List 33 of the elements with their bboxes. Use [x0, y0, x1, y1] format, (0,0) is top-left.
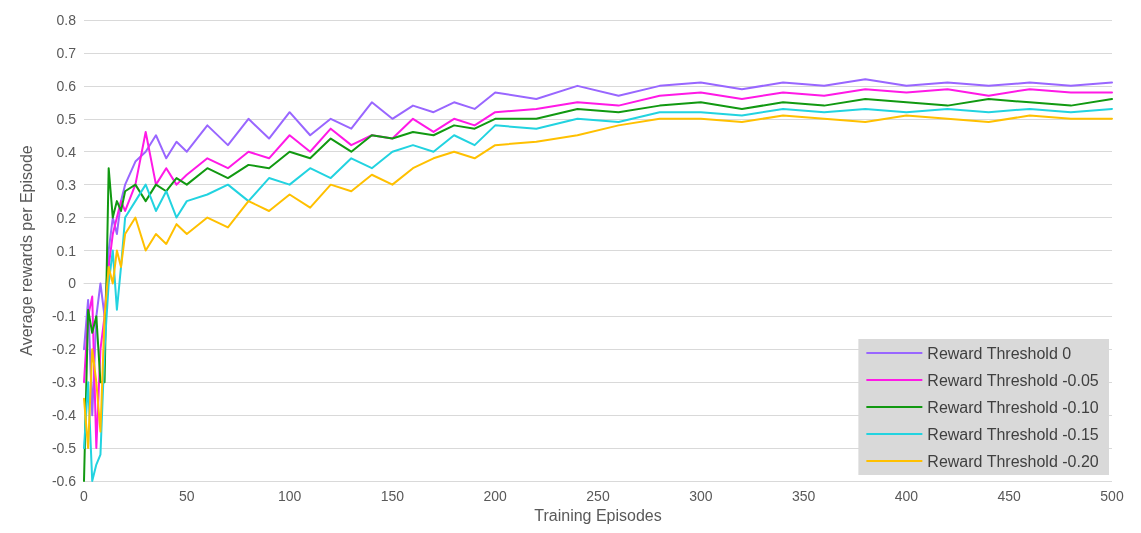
legend-label: Reward Threshold -0.20: [927, 452, 1099, 470]
y-tick-label: 0.2: [56, 209, 77, 226]
y-tick-label: -0.4: [51, 407, 77, 424]
x-tick-label: 500: [1100, 488, 1124, 504]
legend-label: Reward Threshold -0.10: [927, 398, 1099, 416]
y-tick-label: 0.3: [56, 176, 77, 193]
y-tick-label: -0.5: [51, 440, 77, 457]
y-tick-label: -0.6: [51, 473, 77, 489]
y-tick-label: 0.1: [56, 242, 77, 259]
y-tick-label: 0.5: [56, 110, 77, 127]
x-tick-label: 150: [380, 488, 405, 504]
y-axis-title: Average rewards per Episode: [17, 145, 35, 356]
legend-label: Reward Threshold -0.05: [927, 371, 1099, 389]
y-tick-label: 0.6: [56, 77, 77, 94]
y-tick-label: 0: [68, 275, 77, 292]
x-tick-label: 400: [894, 488, 919, 504]
x-tick-label: 100: [277, 488, 302, 504]
x-tick-label: 50: [179, 488, 195, 504]
y-tick-label: -0.3: [51, 374, 77, 391]
y-tick-label: 0.7: [56, 44, 77, 61]
y-tick-label: -0.2: [51, 341, 77, 358]
x-tick-label: 200: [483, 488, 508, 504]
x-tick-label: 450: [997, 488, 1022, 504]
legend-label: Reward Threshold -0.15: [927, 425, 1099, 443]
x-tick-label: 300: [689, 488, 713, 504]
legend-label: Reward Threshold 0: [927, 344, 1072, 362]
x-tick-label: 250: [586, 488, 610, 504]
x-axis-title: Training Episodes: [534, 507, 662, 525]
y-tick-label: -0.1: [51, 308, 77, 325]
x-tick-label: 350: [791, 488, 816, 504]
y-tick-label: 0.4: [56, 143, 77, 160]
x-tick-label: 0: [80, 488, 89, 504]
y-tick-label: 0.8: [56, 12, 77, 28]
